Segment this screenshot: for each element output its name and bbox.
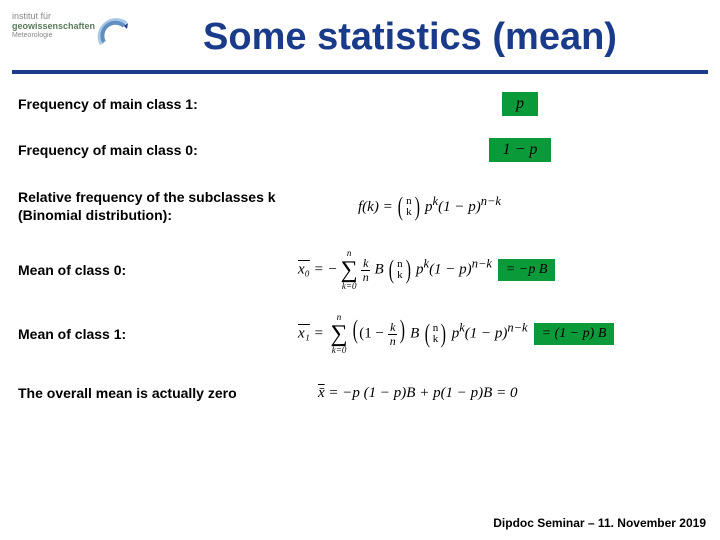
row-freq-class-0: Frequency of main class 0: 1 − p	[18, 138, 702, 162]
expr-overall: x̄ = −p (1 − p)B + p(1 − p)B = 0	[258, 385, 702, 402]
expr-freq0: 1 − p	[298, 138, 702, 162]
label-overall: The overall mean is actually zero	[18, 384, 258, 402]
formula-overall: x̄ = −p (1 − p)B + p(1 − p)B = 0	[318, 385, 517, 402]
slide-footer: Dipdoc Seminar – 11. November 2019	[493, 516, 706, 530]
row-mean-class-0: Mean of class 0: x₀ = −n∑k=0kn B (nk) pk…	[18, 248, 702, 292]
formula-mean0: x₀ = −n∑k=0kn B (nk) pk(1 − p)n−k	[298, 249, 492, 291]
row-freq-class-1: Frequency of main class 1: p	[18, 92, 702, 116]
title-underline	[12, 70, 708, 74]
box-mean1-result: = (1 − p) B	[534, 323, 615, 345]
box-mean0-result: = −p B	[498, 259, 555, 281]
label-freq0: Frequency of main class 0:	[18, 141, 298, 159]
box-1-p: 1 − p	[489, 138, 552, 162]
expr-mean1: x₁ = n∑k=0((1 − kn) B (nk) pk(1 − p)n−k …	[298, 313, 702, 355]
formula-mean1: x₁ = n∑k=0((1 − kn) B (nk) pk(1 − p)n−k	[298, 313, 528, 355]
expr-mean0: x₀ = −n∑k=0kn B (nk) pk(1 − p)n−k = −p B	[298, 249, 702, 291]
formula-binomial: f(k) = (nk) pk(1 − p)n−k	[358, 194, 501, 219]
row-overall-mean: The overall mean is actually zero x̄ = −…	[18, 384, 702, 402]
expr-relfreq: f(k) = (nk) pk(1 − p)n−k	[298, 194, 702, 219]
slide-content: Frequency of main class 1: p Frequency o…	[0, 92, 720, 403]
institute-logo: institut für geowissenschaften Meteorolo…	[12, 12, 132, 62]
label-mean0: Mean of class 0:	[18, 261, 298, 279]
row-mean-class-1: Mean of class 1: x₁ = n∑k=0((1 − kn) B (…	[18, 312, 702, 356]
label-relfreq: Relative frequency of the subclasses k (…	[18, 188, 298, 224]
box-p: p	[502, 92, 538, 116]
label-freq1: Frequency of main class 1:	[18, 95, 298, 113]
slide-title: Some statistics (mean)	[132, 16, 708, 59]
logo-arc-icon	[96, 14, 132, 50]
expr-freq1: p	[298, 92, 702, 116]
row-relfreq: Relative frequency of the subclasses k (…	[18, 188, 702, 224]
slide-header: institut für geowissenschaften Meteorolo…	[0, 0, 720, 70]
label-mean1: Mean of class 1:	[18, 325, 298, 343]
